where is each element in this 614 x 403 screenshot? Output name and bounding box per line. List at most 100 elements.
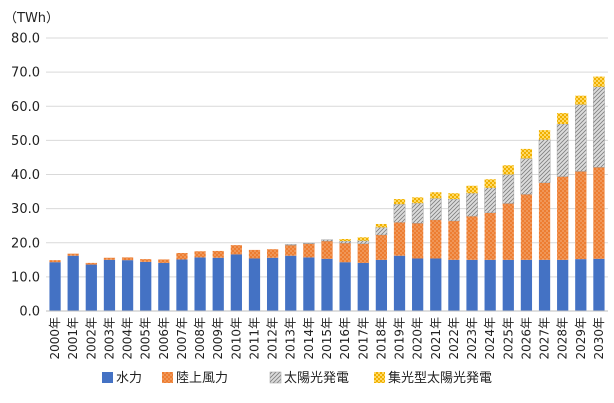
bar-segment — [375, 227, 388, 236]
bar-segment — [285, 255, 297, 311]
bar-segment — [321, 258, 333, 311]
bar-segment — [321, 241, 333, 259]
bar-segment — [430, 219, 442, 259]
bar-segment — [538, 182, 551, 260]
bar-segment — [448, 259, 460, 311]
bar-segment — [248, 249, 261, 259]
gridlines — [46, 37, 608, 312]
bar-segment — [303, 243, 315, 258]
bar-segment — [538, 139, 551, 183]
bar-segment — [266, 257, 279, 311]
bar-segment — [103, 257, 116, 260]
bar-segment — [158, 262, 170, 311]
bar-segment — [176, 259, 188, 311]
bar-segment — [538, 130, 551, 140]
legend: 水力 陸上風力 太陽光発電 集光型太陽光発電 — [102, 370, 492, 386]
x-tick-label: 2000年 — [48, 317, 62, 360]
bar-segment — [339, 262, 351, 311]
y-tick-label: 40.0 — [11, 168, 40, 183]
bar-segment — [430, 258, 442, 311]
bar-segment — [538, 259, 551, 311]
x-tick-label: 2007年 — [175, 317, 189, 360]
bar-segment — [67, 255, 79, 311]
bar-segment — [230, 254, 242, 311]
x-tick-label: 2006年 — [157, 317, 171, 360]
unit-label: （TWh） — [4, 11, 59, 26]
x-tick-label: 2011年 — [247, 317, 261, 360]
bar-segment — [593, 167, 605, 259]
bar-segment — [140, 259, 152, 262]
legend-label: 水力 — [116, 371, 142, 386]
bar-segment — [393, 203, 406, 223]
legend-swatch — [269, 371, 282, 384]
bar-segment — [429, 198, 442, 221]
x-tick-label: 2024年 — [483, 317, 497, 360]
x-tick-label: 2025年 — [501, 317, 515, 360]
bar-segment — [339, 238, 351, 242]
bar-segment — [303, 242, 315, 244]
bar-segment — [484, 187, 496, 213]
bar-segment — [556, 123, 569, 177]
bar-segment — [466, 185, 478, 194]
bar-segment — [339, 240, 351, 244]
bar-segment — [411, 202, 424, 224]
bar-segment — [393, 222, 406, 256]
legend-swatch — [162, 372, 173, 383]
bars — [49, 76, 605, 311]
bar-segment — [575, 259, 587, 311]
bar-segment — [502, 203, 514, 260]
bar-segment — [339, 243, 351, 263]
y-tick-label: 10.0 — [11, 270, 40, 285]
bar-segment — [357, 237, 369, 241]
x-tick-label: 2019年 — [393, 317, 407, 360]
bar-segment — [393, 255, 406, 311]
x-tick-label: 2002年 — [84, 317, 98, 360]
y-tick-label: 30.0 — [11, 202, 40, 217]
y-tick-label: 80.0 — [11, 32, 40, 47]
x-tick-label: 2022年 — [447, 317, 461, 360]
x-tick-label: 2016年 — [338, 317, 352, 360]
x-tick-label: 2013年 — [284, 317, 298, 360]
y-tick-label: 0.0 — [19, 305, 40, 320]
bar-segment — [49, 262, 61, 311]
bar-segment — [466, 193, 478, 217]
x-tick-label: 2012年 — [266, 317, 280, 360]
bar-segment — [49, 260, 61, 263]
bar-segment — [520, 158, 533, 195]
bar-segment — [303, 257, 315, 311]
bar-segment — [248, 258, 261, 311]
legend-swatch — [374, 372, 385, 383]
y-tick-label: 70.0 — [11, 66, 40, 81]
x-tick-label: 2001年 — [66, 317, 80, 360]
x-tick-label: 2014年 — [302, 317, 316, 360]
bar-segment — [430, 192, 442, 199]
x-tick-label: 2009年 — [211, 317, 225, 360]
x-tick-label: 2023年 — [465, 317, 479, 360]
x-tick-label: 2003年 — [102, 317, 116, 360]
bar-segment — [484, 179, 496, 188]
x-tick-label: 2028年 — [556, 317, 570, 360]
legend-label: 集光型太陽光発電 — [388, 370, 492, 386]
bar-segment — [412, 258, 424, 311]
bar-segment — [448, 198, 460, 222]
bar-segment — [284, 244, 297, 246]
x-tick-label: 2027年 — [538, 317, 552, 360]
bar-segment — [557, 176, 569, 260]
bar-segment — [285, 245, 297, 256]
bar-segment — [466, 216, 478, 260]
legend-label: 太陽光発電 — [284, 371, 349, 386]
bar-segment — [412, 223, 424, 259]
bar-segment — [321, 239, 333, 242]
bar-segment — [502, 174, 515, 204]
bar-segment — [85, 262, 97, 265]
bar-segment — [593, 76, 605, 87]
bar-segment — [502, 165, 514, 175]
x-tick-label: 2010年 — [229, 317, 243, 360]
bar-segment — [357, 262, 369, 311]
x-tick-label: 2004年 — [121, 317, 135, 360]
x-tick-label: 2018年 — [374, 317, 388, 360]
bar-segment — [557, 259, 569, 311]
bar-segment — [230, 245, 242, 255]
bar-segment — [375, 234, 388, 260]
